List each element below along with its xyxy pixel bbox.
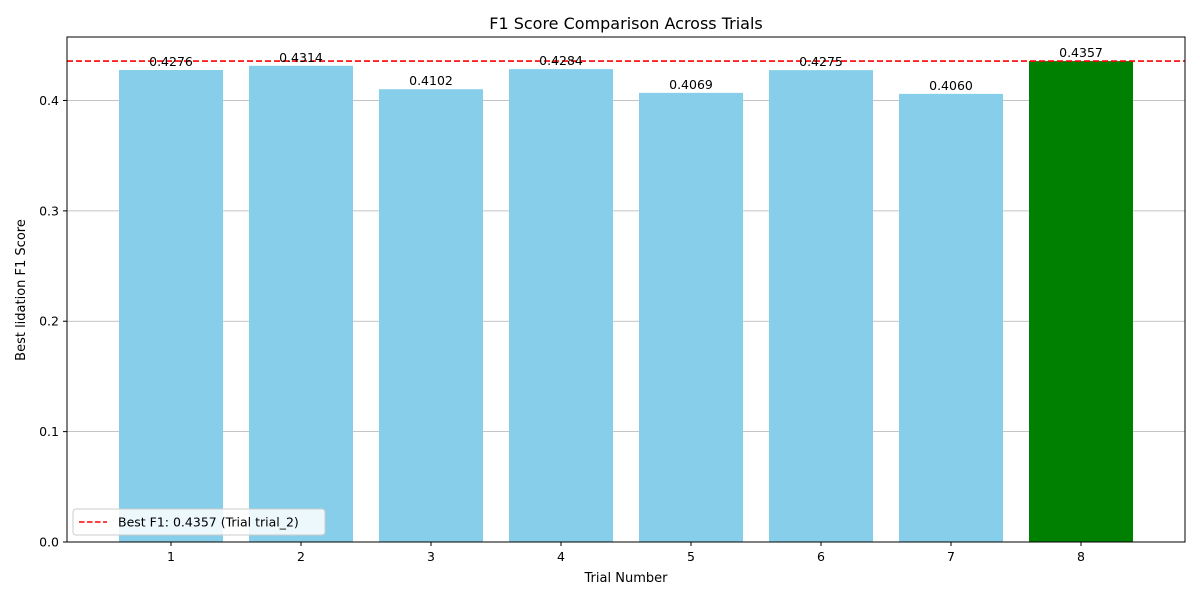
data-label: 0.4060	[929, 78, 973, 93]
data-label: 0.4357	[1059, 45, 1103, 60]
x-tick-label: 5	[687, 549, 695, 564]
x-tick-label: 3	[427, 549, 435, 564]
chart-title: F1 Score Comparison Across Trials	[489, 14, 763, 33]
legend-box	[72, 508, 326, 536]
data-label: 0.4069	[669, 77, 713, 92]
bar-trial-4	[509, 69, 613, 543]
bar-trial-2	[249, 65, 353, 542]
bar-trial-5	[639, 92, 743, 543]
x-tick-label: 8	[1077, 549, 1085, 564]
x-tick-label: 1	[167, 549, 175, 564]
data-label: 0.4275	[799, 54, 843, 69]
y-tick-label: 0.3	[39, 203, 59, 218]
x-axis-label: Trial Number	[584, 571, 669, 586]
data-label: 0.4102	[409, 73, 453, 88]
legend: Best F1: 0.4357 (Trial trial_2)	[72, 508, 326, 536]
data-label: 0.4284	[539, 53, 583, 68]
x-tick-label: 4	[557, 549, 565, 564]
x-tick-label: 6	[817, 549, 825, 564]
legend-entry: Best F1: 0.4357 (Trial trial_2)	[118, 515, 299, 530]
y-tick-label: 0.4	[39, 93, 59, 108]
bar-trial-1	[119, 70, 223, 543]
bar-trial-6	[769, 70, 873, 543]
data-label: 0.4276	[149, 54, 193, 69]
bar-trial-7	[899, 93, 1003, 543]
grid-lines	[67, 100, 1185, 543]
data-labels: 0.4276 0.4314 0.4102 0.4284 0.4069 0.4275 0.40…	[149, 45, 1103, 93]
bar-trial-8	[1029, 61, 1133, 543]
y-tick-label: 0.2	[39, 314, 59, 329]
data-label: 0.4314	[279, 50, 323, 65]
x-tick-label: 2	[297, 549, 305, 564]
y-tick-label: 0.0	[39, 535, 59, 550]
y-axis-label: Best lidation F1 Score	[14, 219, 29, 361]
plot-frame	[66, 36, 1186, 543]
y-tick-label: 0.1	[39, 424, 59, 439]
x-ticks: 1 2 3 4 5 6 7 8	[167, 542, 1085, 564]
bar-trial-3	[379, 89, 483, 542]
x-tick-label: 7	[947, 549, 955, 564]
y-ticks: 0.0 0.1 0.2 0.3 0.4	[39, 93, 67, 550]
bars	[119, 61, 1133, 543]
